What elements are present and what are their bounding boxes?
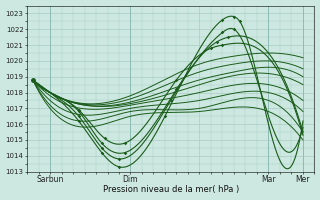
X-axis label: Pression niveau de la mer( hPa ): Pression niveau de la mer( hPa ) bbox=[103, 185, 239, 194]
